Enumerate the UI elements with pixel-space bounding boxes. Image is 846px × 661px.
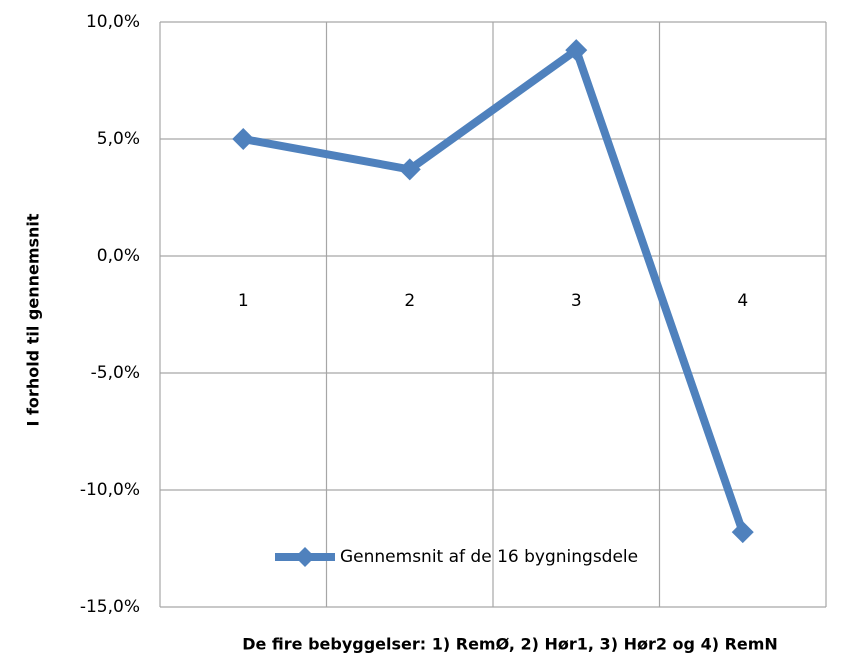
y-tick-label: 0,0% bbox=[97, 246, 140, 266]
y-axis-title: I forhold til gennemsnit bbox=[24, 213, 43, 426]
point-marker bbox=[398, 158, 421, 181]
x-tick-label: 2 bbox=[404, 291, 415, 311]
x-axis-title: De fire bebyggelser: 1) RemØ, 2) Hør1, 3… bbox=[242, 635, 778, 654]
y-tick-label: 10,0% bbox=[86, 12, 140, 32]
x-tick-label: 3 bbox=[571, 291, 582, 311]
y-tick-label: -15,0% bbox=[80, 597, 140, 617]
point-marker bbox=[565, 39, 588, 62]
x-tick-label: 4 bbox=[737, 291, 748, 311]
y-tick-label: 5,0% bbox=[97, 129, 140, 149]
series-line bbox=[242, 46, 747, 534]
y-tick-label: -5,0% bbox=[91, 363, 140, 383]
point-marker bbox=[232, 128, 255, 150]
y-tick-label: -10,0% bbox=[80, 480, 140, 500]
legend-marker bbox=[295, 547, 315, 567]
x-tick-label: 1 bbox=[238, 291, 249, 311]
legend-label: Gennemsnit af de 16 bygningsdele bbox=[340, 547, 638, 567]
point-marker bbox=[731, 521, 754, 544]
